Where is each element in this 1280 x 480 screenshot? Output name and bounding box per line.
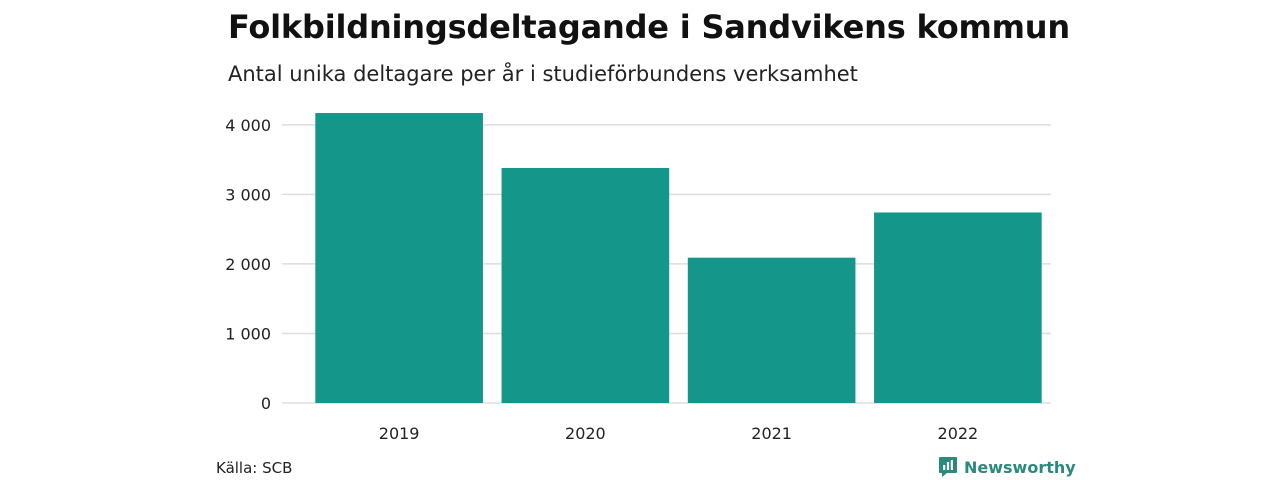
y-tick-label: 1 000 — [225, 324, 271, 343]
bar-2019 — [315, 113, 483, 403]
x-axis-ticks: 2019 2020 2021 2022 — [379, 424, 978, 443]
source-note: Källa: SCB — [216, 459, 293, 477]
x-tick-label: 2019 — [379, 424, 420, 443]
bar-2022 — [874, 212, 1042, 403]
x-tick-label: 2022 — [938, 424, 979, 443]
chart-title: Folkbildningsdeltagande i Sandvikens kom… — [228, 8, 1070, 46]
y-tick-label: 2 000 — [225, 255, 271, 274]
bar-2021 — [687, 257, 856, 403]
bars — [315, 113, 1042, 403]
bar-2020 — [501, 167, 670, 403]
newsworthy-logo-icon — [939, 457, 957, 477]
y-tick-label: 4 000 — [225, 116, 271, 135]
brand: Newsworthy — [938, 456, 1076, 478]
y-tick-label: 0 — [261, 394, 271, 413]
brand-name: Newsworthy — [964, 457, 1076, 477]
chart-subtitle: Antal unika deltagare per år i studieför… — [228, 62, 858, 86]
y-axis-ticks: 0 1 000 2 000 3 000 4 000 — [225, 116, 271, 413]
x-tick-label: 2020 — [565, 424, 606, 443]
x-tick-label: 2021 — [751, 424, 792, 443]
y-tick-label: 3 000 — [225, 185, 271, 204]
